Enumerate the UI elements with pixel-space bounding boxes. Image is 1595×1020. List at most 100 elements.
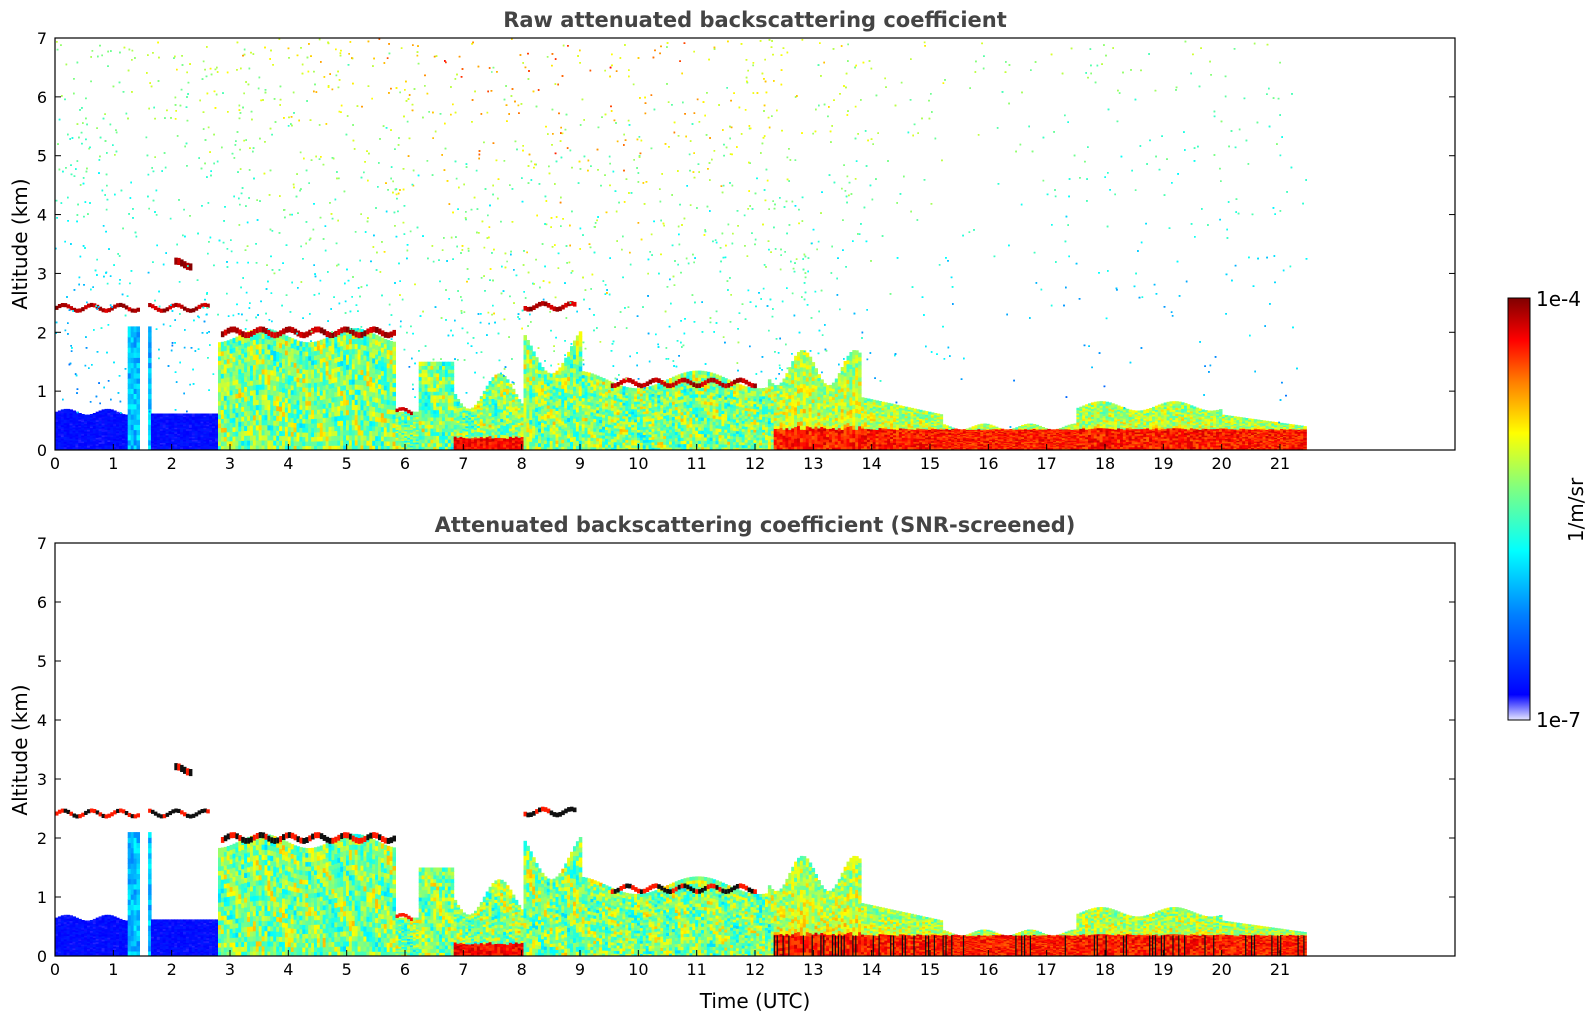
heatmap-cell — [567, 368, 571, 373]
heatmap-cell — [625, 413, 629, 417]
heatmap-cell — [273, 425, 277, 431]
heatmap-cell — [89, 438, 94, 441]
heatmap-cell — [183, 413, 187, 416]
heatmap-cell — [622, 418, 626, 422]
heatmap-cell — [412, 421, 417, 424]
heatmap-cell — [343, 389, 347, 396]
heatmap-cell — [564, 426, 568, 432]
heatmap-cell — [191, 447, 196, 450]
heatmap-cell — [276, 336, 280, 342]
heatmap-cell — [223, 341, 228, 347]
heatmap-cell — [331, 358, 335, 364]
heatmap-cell — [471, 428, 475, 432]
heatmap-cell — [107, 436, 111, 439]
heatmap-cell — [299, 422, 303, 428]
heatmap-cell — [494, 409, 498, 413]
heatmap-cell — [235, 421, 239, 427]
heatmap-cell — [57, 418, 62, 421]
heatmap-cell — [395, 446, 399, 449]
heatmap-cell — [529, 380, 533, 386]
heatmap-cell — [311, 355, 315, 361]
heatmap-cell — [372, 430, 376, 437]
heatmap-cell — [168, 433, 172, 436]
heatmap-cell — [610, 444, 615, 448]
heatmap-cell — [340, 395, 344, 401]
heatmap-cell — [634, 398, 638, 402]
heatmap-cell — [302, 369, 306, 375]
heatmap-cell — [520, 442, 525, 445]
heatmap-cell — [453, 422, 458, 425]
heatmap-cell — [107, 429, 111, 432]
heatmap-cell — [491, 422, 495, 427]
heatmap-cell — [363, 350, 367, 356]
heatmap-cell — [238, 383, 242, 389]
heatmap-cell — [593, 402, 597, 407]
heatmap-cell — [418, 391, 423, 396]
heatmap-cell — [296, 404, 300, 410]
heatmap-cell — [220, 404, 225, 410]
heatmap-cell — [95, 430, 100, 434]
heatmap-cell — [334, 376, 338, 383]
heatmap-cell — [101, 434, 106, 438]
heatmap-cell — [101, 443, 106, 446]
heatmap-cell — [607, 429, 612, 434]
heatmap-cell — [308, 378, 312, 384]
heatmap-cell — [628, 395, 632, 399]
heatmap-cell — [613, 411, 618, 415]
heatmap-cell — [444, 365, 449, 370]
heatmap-cell — [369, 381, 373, 387]
heatmap-cell — [602, 390, 606, 394]
heatmap-cell — [325, 421, 330, 428]
heatmap-cell — [482, 442, 487, 446]
heatmap-cell — [252, 424, 257, 431]
heatmap-cell — [573, 390, 577, 396]
heatmap-cell — [130, 357, 135, 364]
heatmap-cell — [229, 440, 234, 446]
heatmap-cell — [212, 447, 216, 450]
heatmap-cell — [386, 344, 391, 350]
heatmap-cell — [418, 387, 423, 392]
heatmap-cell — [415, 440, 420, 443]
heatmap-cell — [447, 380, 452, 385]
heatmap-cell — [383, 408, 388, 414]
heatmap-cell — [72, 423, 76, 426]
heatmap-cell — [474, 431, 478, 434]
heatmap-cell — [514, 429, 519, 432]
heatmap-cell — [87, 445, 91, 448]
heatmap-cell — [177, 428, 181, 431]
heatmap-cell — [57, 430, 62, 433]
heatmap-cell — [136, 307, 140, 312]
heatmap-cell — [180, 425, 184, 428]
heatmap-cell — [284, 345, 289, 351]
heatmap-cell — [581, 397, 586, 402]
heatmap-cell — [491, 404, 495, 409]
heatmap-cell — [593, 424, 597, 429]
heatmap-cell — [218, 414, 222, 420]
heatmap-cell — [407, 445, 411, 448]
heatmap-cell — [482, 432, 487, 436]
heatmap-cell — [567, 413, 571, 418]
heatmap-cell — [433, 446, 437, 450]
heatmap-cell — [98, 436, 103, 439]
heatmap-cell — [584, 381, 589, 386]
heatmap-cell — [279, 391, 283, 397]
heatmap-cell — [209, 416, 213, 419]
heatmap-cell — [634, 442, 638, 446]
heatmap-cell — [69, 434, 73, 438]
heatmap-cell — [616, 409, 621, 413]
heatmap-cell — [229, 408, 234, 414]
heatmap-cell — [363, 370, 367, 376]
heatmap-cell — [389, 391, 394, 397]
heatmap-cell — [165, 437, 170, 440]
heatmap-cell — [628, 413, 632, 417]
heatmap-cell — [607, 426, 612, 431]
heatmap-cell — [351, 429, 356, 436]
heatmap-cell — [191, 425, 196, 428]
heatmap-cell — [299, 368, 303, 374]
heatmap-cell — [238, 387, 242, 394]
heatmap-cell — [226, 431, 231, 437]
heatmap-cell — [619, 439, 623, 443]
heatmap-cell — [415, 421, 420, 424]
heatmap-cell — [462, 413, 466, 417]
heatmap-cell — [631, 439, 635, 443]
